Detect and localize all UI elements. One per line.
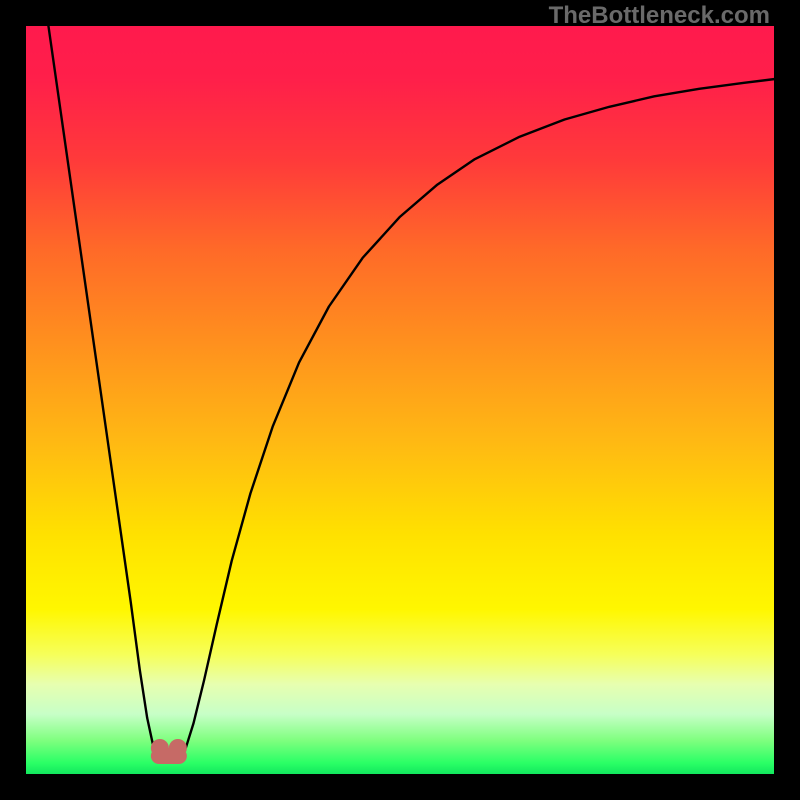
plot-area (26, 26, 774, 774)
plot-svg (26, 26, 774, 774)
watermark-text: TheBottleneck.com (549, 2, 770, 30)
